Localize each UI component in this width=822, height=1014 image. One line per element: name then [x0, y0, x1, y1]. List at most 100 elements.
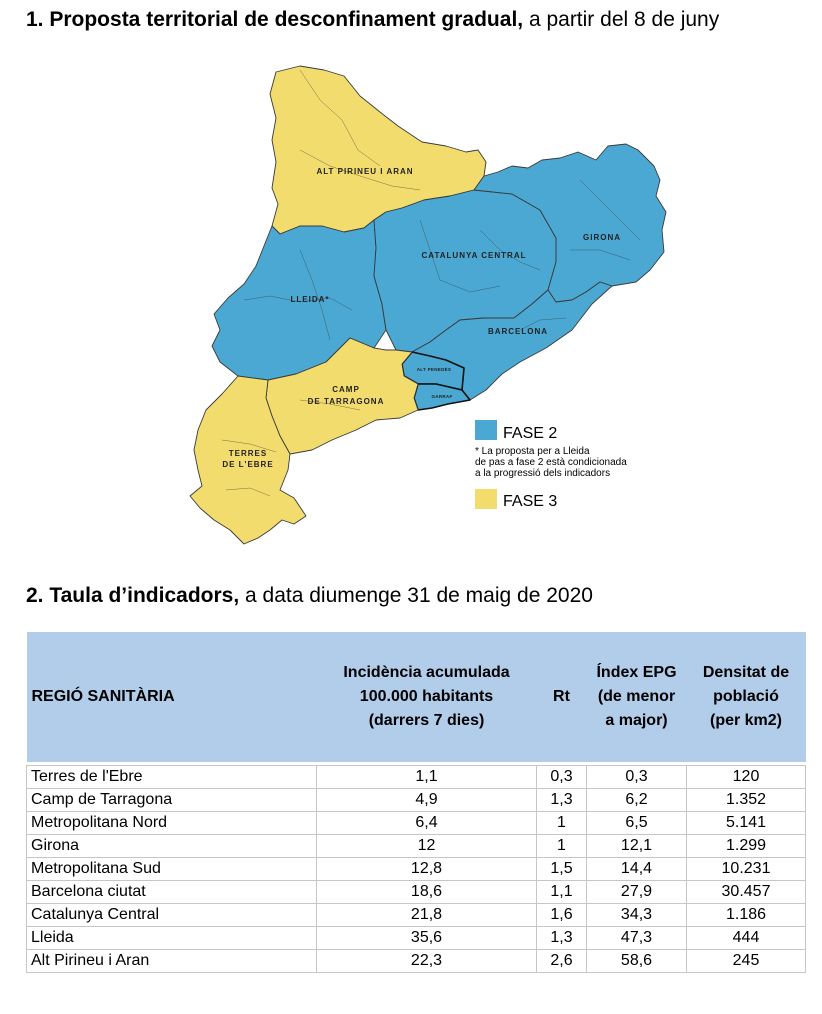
- section-heading-2-rest: a data diumenge 31 de maig de 2020: [239, 584, 593, 607]
- header-line: Índex EPG: [596, 664, 677, 681]
- cell-value: 6,5: [586, 811, 687, 835]
- header-line: (de menor: [597, 688, 676, 705]
- cell-value: 34,3: [586, 903, 687, 927]
- header-regio-sanitaria: REGIÓ SANITÀRIA: [26, 632, 317, 762]
- cell-region-name: Alt Pirineu i Aran: [26, 949, 317, 973]
- region-terres-de-lebre: [189, 375, 307, 545]
- table-row: Terres de l'Ebre 1,1 0,3 0,3 120: [26, 765, 806, 789]
- header-line: Rt: [553, 688, 570, 705]
- cell-value: 30.457: [686, 880, 806, 904]
- cell-value: 1,3: [536, 788, 587, 812]
- header-index-epg: Índex EPG (de menor a major): [586, 632, 687, 762]
- section-heading-1-bold: 1. Proposta territorial de desconfinamen…: [26, 8, 524, 31]
- header-line: 100.000 habitants: [359, 688, 494, 705]
- legend-label-fase2: FASE 2: [503, 425, 557, 442]
- cell-value: 1: [536, 811, 587, 835]
- cell-value: 6,4: [316, 811, 537, 835]
- section-heading-1: 1. Proposta territorial de desconfinamen…: [26, 7, 719, 33]
- cell-value: 21,8: [316, 903, 537, 927]
- cell-value: 1,3: [536, 926, 587, 950]
- cell-value: 12: [316, 834, 537, 858]
- cell-value: 5.141: [686, 811, 806, 835]
- map-label-catalunya-central: CATALUNYA CENTRAL: [422, 251, 527, 260]
- table-row: Catalunya Central 21,8 1,6 34,3 1.186: [26, 903, 806, 927]
- legend-label-fase3: FASE 3: [503, 493, 557, 510]
- cell-value: 12,1: [586, 834, 687, 858]
- cell-value: 1.352: [686, 788, 806, 812]
- map-label-girona: GIRONA: [583, 233, 621, 242]
- cell-region-name: Terres de l'Ebre: [26, 765, 317, 789]
- cell-value: 4,9: [316, 788, 537, 812]
- table-row: Barcelona ciutat 18,6 1,1 27,9 30.457: [26, 880, 806, 904]
- map-label-terres-line-2: DE L'EBRE: [222, 460, 273, 469]
- header-densitat: Densitat de població (per km2): [686, 632, 806, 762]
- header-line: població: [713, 688, 779, 705]
- cell-value: 1,5: [536, 857, 587, 881]
- cell-value: 10.231: [686, 857, 806, 881]
- cell-value: 0,3: [536, 765, 587, 789]
- cell-region-name: Metropolitana Nord: [26, 811, 317, 835]
- table-header-row: REGIÓ SANITÀRIA Incidència acumulada 100.…: [26, 632, 806, 762]
- cell-value: 1: [536, 834, 587, 858]
- section-heading-2-bold: 2. Taula d’indicadors,: [26, 584, 240, 607]
- table-row: Girona 12 1 12,1 1.299: [26, 834, 806, 858]
- table-body: Terres de l'Ebre 1,1 0,3 0,3 120 Camp de Tarr…: [26, 765, 806, 973]
- cell-value: 245: [686, 949, 806, 973]
- cell-value: 14,4: [586, 857, 687, 881]
- header-line: REGIÓ SANITÀRIA: [31, 688, 175, 705]
- cell-value: 0,3: [586, 765, 687, 789]
- table-row: Camp de Tarragona 4,9 1,3 6,2 1.352: [26, 788, 806, 812]
- section-heading-2: 2. Taula d’indicadors, a data diumenge 3…: [26, 583, 593, 609]
- cell-value: 47,3: [586, 926, 687, 950]
- header-rt: Rt: [536, 632, 587, 762]
- cell-value: 1,1: [316, 765, 537, 789]
- cell-value: 27,9: [586, 880, 687, 904]
- indicators-table: REGIÓ SANITÀRIA Incidència acumulada 100.…: [26, 632, 806, 973]
- legend-swatch-fase2: [475, 420, 497, 440]
- section-heading-1-rest: a partir del 8 de juny: [523, 8, 720, 31]
- cell-region-name: Lleida: [26, 926, 317, 950]
- legend-note-line-2: de pas a fase 2 està condicionada: [475, 457, 627, 468]
- cell-region-name: Camp de Tarragona: [26, 788, 317, 812]
- cell-value: 1,6: [536, 903, 587, 927]
- cell-value: 22,3: [316, 949, 537, 973]
- table-row: Metropolitana Nord 6,4 1 6,5 5.141: [26, 811, 806, 835]
- table-row: Lleida 35,6 1,3 47,3 444: [26, 926, 806, 950]
- map-label-barcelona: BARCELONA: [488, 327, 548, 336]
- map-label-terres-line-1: TERRES: [229, 449, 267, 458]
- header-line: a major): [605, 712, 668, 729]
- map-label-lleida: LLEIDA*: [291, 295, 330, 304]
- map-legend: FASE 2 * La proposta per a Lleida de pas…: [475, 420, 627, 510]
- cell-region-name: Catalunya Central: [26, 903, 317, 927]
- cell-region-name: Metropolitana Sud: [26, 857, 317, 881]
- catalonia-phase-map: ALT PIRINEU I ARAN LLEIDA* CATALUNYA CEN…: [189, 65, 667, 545]
- cell-region-name: Girona: [26, 834, 317, 858]
- cell-value: 120: [686, 765, 806, 789]
- cell-value: 12,8: [316, 857, 537, 881]
- cell-value: 1,1: [536, 880, 587, 904]
- cell-value: 35,6: [316, 926, 537, 950]
- header-incidencia: Incidència acumulada 100.000 habitants (da…: [316, 632, 537, 762]
- map-label-camp-line-2: DE TARRAGONA: [308, 397, 385, 406]
- cell-value: 1.186: [686, 903, 806, 927]
- map-label-alt-penedes: ALT PENEDÈS: [417, 365, 451, 372]
- legend-note-line-1: * La proposta per a Lleida: [475, 446, 590, 457]
- header-line: Densitat de: [702, 664, 790, 681]
- header-line: Incidència acumulada: [343, 664, 510, 681]
- legend-swatch-fase3: [475, 489, 497, 509]
- table-row: Metropolitana Sud 12,8 1,5 14,4 10.231: [26, 857, 806, 881]
- header-line: (per km2): [709, 712, 783, 729]
- cell-value: 6,2: [586, 788, 687, 812]
- cell-value: 2,6: [536, 949, 587, 973]
- map-label-camp-line-1: CAMP: [332, 385, 360, 394]
- region-barcelona: [411, 281, 613, 401]
- cell-value: 18,6: [316, 880, 537, 904]
- map-label-garraf: GARRAF: [431, 394, 452, 399]
- cell-value: 58,6: [586, 949, 687, 973]
- map-label-alt-pirineu-i-aran: ALT PIRINEU I ARAN: [316, 167, 413, 176]
- legend-note-line-3: a la progressió dels indicadors: [475, 468, 610, 479]
- cell-value: 444: [686, 926, 806, 950]
- header-line: (darrers 7 dies): [368, 712, 485, 729]
- cell-region-name: Barcelona ciutat: [26, 880, 317, 904]
- cell-value: 1.299: [686, 834, 806, 858]
